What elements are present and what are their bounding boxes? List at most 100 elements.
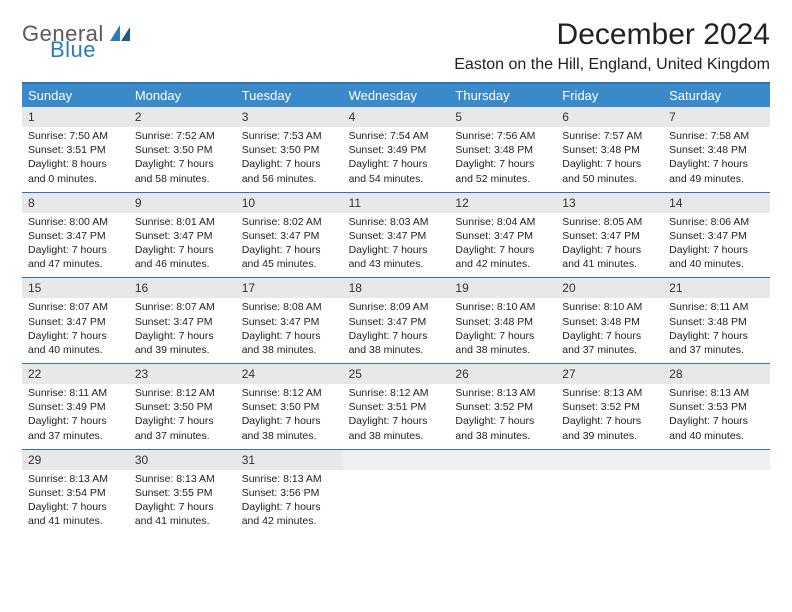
day-details: Sunrise: 8:08 AMSunset: 3:47 PMDaylight:…: [236, 298, 343, 363]
day-number: 23: [129, 364, 236, 384]
calendar-day: 10Sunrise: 8:02 AMSunset: 3:47 PMDayligh…: [236, 193, 343, 278]
day-details: Sunrise: 8:02 AMSunset: 3:47 PMDaylight:…: [236, 213, 343, 278]
weekday-header: Friday: [556, 84, 663, 107]
calendar-day-empty: [663, 450, 770, 535]
weekday-header: Monday: [129, 84, 236, 107]
calendar-day: 31Sunrise: 8:13 AMSunset: 3:56 PMDayligh…: [236, 450, 343, 535]
day-details: Sunrise: 8:03 AMSunset: 3:47 PMDaylight:…: [343, 213, 450, 278]
day-details: Sunrise: 8:12 AMSunset: 3:51 PMDaylight:…: [343, 384, 450, 449]
day-number: 3: [236, 107, 343, 127]
calendar-day: 8Sunrise: 8:00 AMSunset: 3:47 PMDaylight…: [22, 193, 129, 278]
calendar-day: 23Sunrise: 8:12 AMSunset: 3:50 PMDayligh…: [129, 364, 236, 449]
day-details: Sunrise: 8:05 AMSunset: 3:47 PMDaylight:…: [556, 213, 663, 278]
day-details: Sunrise: 8:13 AMSunset: 3:53 PMDaylight:…: [663, 384, 770, 449]
calendar-week-row: 29Sunrise: 8:13 AMSunset: 3:54 PMDayligh…: [22, 449, 770, 535]
weekday-header: Wednesday: [343, 84, 450, 107]
day-number: 12: [449, 193, 556, 213]
day-details: Sunrise: 8:10 AMSunset: 3:48 PMDaylight:…: [449, 298, 556, 363]
day-number: 24: [236, 364, 343, 384]
calendar-day: 1Sunrise: 7:50 AMSunset: 3:51 PMDaylight…: [22, 107, 129, 192]
day-number: 29: [22, 450, 129, 470]
day-details: Sunrise: 8:13 AMSunset: 3:55 PMDaylight:…: [129, 470, 236, 535]
day-details: Sunrise: 8:07 AMSunset: 3:47 PMDaylight:…: [22, 298, 129, 363]
day-details: Sunrise: 8:00 AMSunset: 3:47 PMDaylight:…: [22, 213, 129, 278]
day-details: Sunrise: 7:50 AMSunset: 3:51 PMDaylight:…: [22, 127, 129, 192]
day-details: Sunrise: 7:58 AMSunset: 3:48 PMDaylight:…: [663, 127, 770, 192]
day-details: Sunrise: 8:07 AMSunset: 3:47 PMDaylight:…: [129, 298, 236, 363]
calendar-day: 28Sunrise: 8:13 AMSunset: 3:53 PMDayligh…: [663, 364, 770, 449]
day-details: Sunrise: 8:04 AMSunset: 3:47 PMDaylight:…: [449, 213, 556, 278]
day-number: 27: [556, 364, 663, 384]
day-number: 10: [236, 193, 343, 213]
day-number: 7: [663, 107, 770, 127]
day-number: [449, 450, 556, 470]
logo-text-blue: Blue: [50, 40, 132, 60]
calendar-day: 26Sunrise: 8:13 AMSunset: 3:52 PMDayligh…: [449, 364, 556, 449]
month-title: December 2024: [454, 18, 770, 52]
calendar-day: 12Sunrise: 8:04 AMSunset: 3:47 PMDayligh…: [449, 193, 556, 278]
calendar-day: 19Sunrise: 8:10 AMSunset: 3:48 PMDayligh…: [449, 278, 556, 363]
day-details: Sunrise: 8:01 AMSunset: 3:47 PMDaylight:…: [129, 213, 236, 278]
calendar-week-row: 1Sunrise: 7:50 AMSunset: 3:51 PMDaylight…: [22, 107, 770, 192]
weekday-header: Sunday: [22, 84, 129, 107]
calendar-day: 18Sunrise: 8:09 AMSunset: 3:47 PMDayligh…: [343, 278, 450, 363]
day-number: [343, 450, 450, 470]
weekday-header: Thursday: [449, 84, 556, 107]
calendar-day: 22Sunrise: 8:11 AMSunset: 3:49 PMDayligh…: [22, 364, 129, 449]
day-details: Sunrise: 7:56 AMSunset: 3:48 PMDaylight:…: [449, 127, 556, 192]
calendar-day: 2Sunrise: 7:52 AMSunset: 3:50 PMDaylight…: [129, 107, 236, 192]
day-number: [663, 450, 770, 470]
day-number: 13: [556, 193, 663, 213]
day-details: Sunrise: 7:52 AMSunset: 3:50 PMDaylight:…: [129, 127, 236, 192]
calendar-day: 29Sunrise: 8:13 AMSunset: 3:54 PMDayligh…: [22, 450, 129, 535]
day-details: Sunrise: 8:11 AMSunset: 3:48 PMDaylight:…: [663, 298, 770, 363]
day-details: Sunrise: 7:53 AMSunset: 3:50 PMDaylight:…: [236, 127, 343, 192]
day-number: 20: [556, 278, 663, 298]
day-details: Sunrise: 8:12 AMSunset: 3:50 PMDaylight:…: [236, 384, 343, 449]
calendar-week-row: 8Sunrise: 8:00 AMSunset: 3:47 PMDaylight…: [22, 192, 770, 278]
calendar-week-row: 22Sunrise: 8:11 AMSunset: 3:49 PMDayligh…: [22, 363, 770, 449]
day-number: 19: [449, 278, 556, 298]
day-number: 30: [129, 450, 236, 470]
day-number: 28: [663, 364, 770, 384]
day-number: 5: [449, 107, 556, 127]
calendar-day: 13Sunrise: 8:05 AMSunset: 3:47 PMDayligh…: [556, 193, 663, 278]
day-number: 22: [22, 364, 129, 384]
day-number: 18: [343, 278, 450, 298]
day-details: Sunrise: 7:57 AMSunset: 3:48 PMDaylight:…: [556, 127, 663, 192]
logo: General Blue: [22, 18, 132, 60]
calendar-day: 3Sunrise: 7:53 AMSunset: 3:50 PMDaylight…: [236, 107, 343, 192]
calendar-day: 4Sunrise: 7:54 AMSunset: 3:49 PMDaylight…: [343, 107, 450, 192]
calendar-day: 30Sunrise: 8:13 AMSunset: 3:55 PMDayligh…: [129, 450, 236, 535]
calendar-day: 17Sunrise: 8:08 AMSunset: 3:47 PMDayligh…: [236, 278, 343, 363]
day-details: Sunrise: 8:11 AMSunset: 3:49 PMDaylight:…: [22, 384, 129, 449]
day-number: 1: [22, 107, 129, 127]
day-details: Sunrise: 8:13 AMSunset: 3:56 PMDaylight:…: [236, 470, 343, 535]
calendar: SundayMondayTuesdayWednesdayThursdayFrid…: [22, 82, 770, 534]
day-number: 14: [663, 193, 770, 213]
day-number: 6: [556, 107, 663, 127]
day-details: Sunrise: 8:13 AMSunset: 3:52 PMDaylight:…: [449, 384, 556, 449]
day-number: 15: [22, 278, 129, 298]
calendar-day: 9Sunrise: 8:01 AMSunset: 3:47 PMDaylight…: [129, 193, 236, 278]
day-details: Sunrise: 8:06 AMSunset: 3:47 PMDaylight:…: [663, 213, 770, 278]
calendar-day: 5Sunrise: 7:56 AMSunset: 3:48 PMDaylight…: [449, 107, 556, 192]
day-details: Sunrise: 8:13 AMSunset: 3:52 PMDaylight:…: [556, 384, 663, 449]
calendar-day: 7Sunrise: 7:58 AMSunset: 3:48 PMDaylight…: [663, 107, 770, 192]
day-number: 11: [343, 193, 450, 213]
calendar-day: 27Sunrise: 8:13 AMSunset: 3:52 PMDayligh…: [556, 364, 663, 449]
day-details: Sunrise: 8:10 AMSunset: 3:48 PMDaylight:…: [556, 298, 663, 363]
day-details: Sunrise: 8:09 AMSunset: 3:47 PMDaylight:…: [343, 298, 450, 363]
calendar-day: 11Sunrise: 8:03 AMSunset: 3:47 PMDayligh…: [343, 193, 450, 278]
calendar-day: 25Sunrise: 8:12 AMSunset: 3:51 PMDayligh…: [343, 364, 450, 449]
weeks-container: 1Sunrise: 7:50 AMSunset: 3:51 PMDaylight…: [22, 107, 770, 534]
calendar-day-empty: [343, 450, 450, 535]
day-number: 9: [129, 193, 236, 213]
day-number: 4: [343, 107, 450, 127]
day-details: Sunrise: 8:13 AMSunset: 3:54 PMDaylight:…: [22, 470, 129, 535]
calendar-day: 20Sunrise: 8:10 AMSunset: 3:48 PMDayligh…: [556, 278, 663, 363]
title-block: December 2024 Easton on the Hill, Englan…: [454, 18, 770, 74]
calendar-day: 6Sunrise: 7:57 AMSunset: 3:48 PMDaylight…: [556, 107, 663, 192]
day-details: Sunrise: 7:54 AMSunset: 3:49 PMDaylight:…: [343, 127, 450, 192]
header: General Blue December 2024 Easton on the…: [22, 18, 770, 74]
